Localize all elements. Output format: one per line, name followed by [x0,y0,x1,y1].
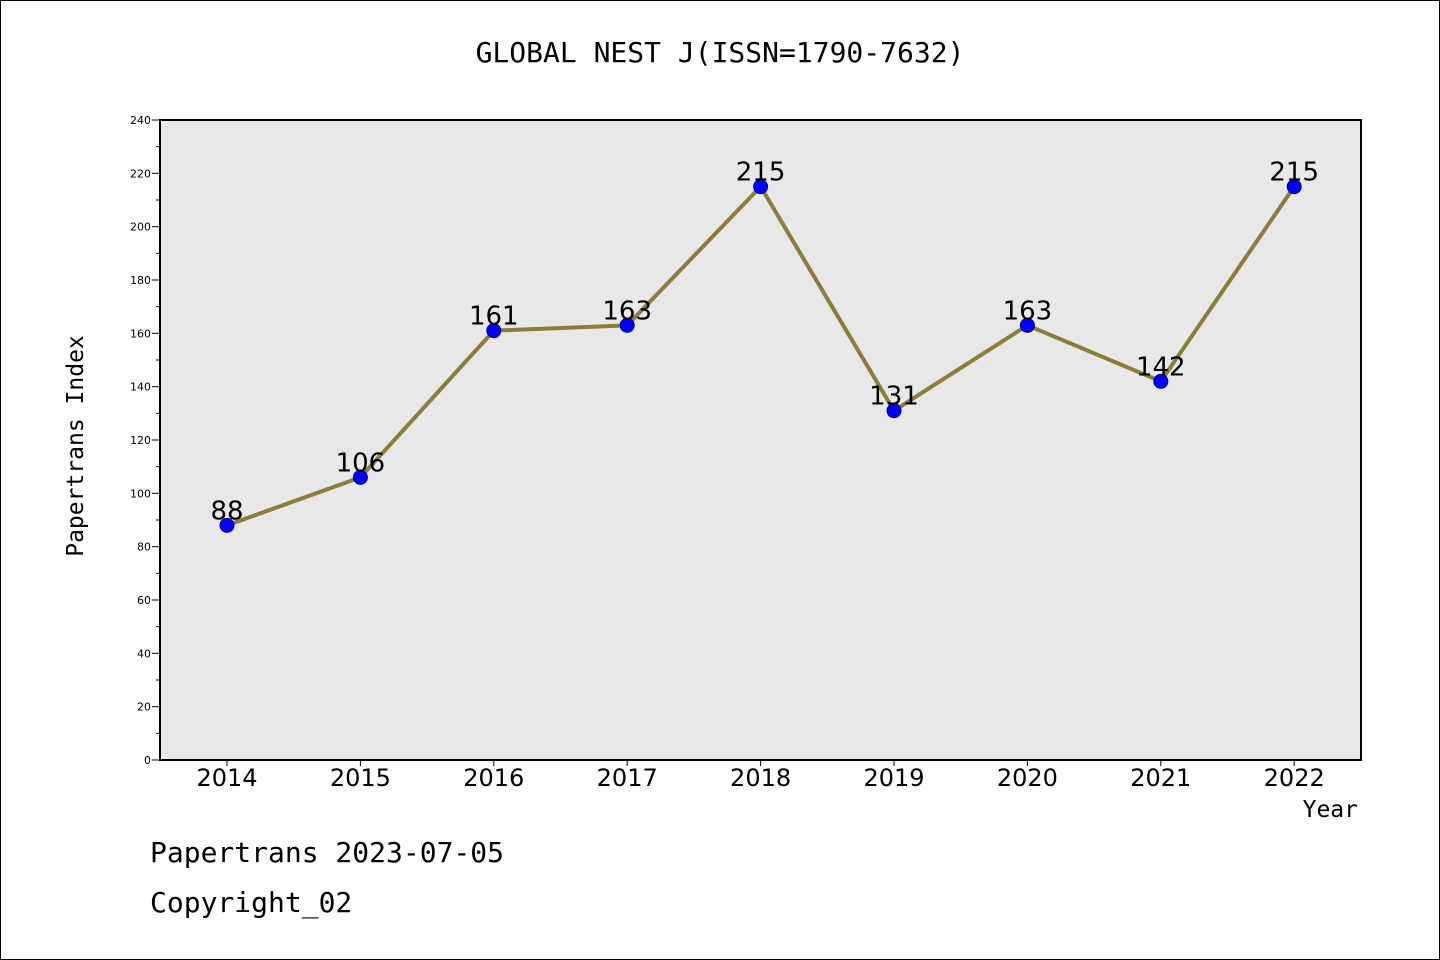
data-label: 142 [1136,352,1186,382]
y-tick-label: 140 [130,381,151,394]
y-tick-label: 20 [137,701,151,714]
data-label: 106 [336,448,386,478]
y-tick-label: 60 [137,594,151,607]
x-tick-label: 2020 [997,764,1058,792]
data-label: 215 [1269,158,1319,188]
y-tick-label: 80 [137,541,151,554]
plot-area [160,120,1361,760]
data-point [1153,373,1169,389]
x-tick-label: 2019 [863,764,924,792]
x-tick-label: 2017 [597,764,658,792]
y-tick-label: 200 [130,221,151,234]
data-point [1286,179,1302,195]
chart-title: GLOBAL NEST J(ISSN=1790-7632) [475,36,965,69]
x-axis-label: Year [1302,797,1358,823]
y-tick-label: 220 [130,167,151,180]
x-tick-label: 2014 [196,764,257,792]
y-tick-label: 100 [130,487,151,500]
y-tick-label: 40 [137,647,151,660]
x-tick-label: 2021 [1130,764,1191,792]
data-label: 161 [469,302,519,332]
y-tick-label: 160 [130,327,151,340]
footer-copyright: Copyright_02 [150,886,353,919]
y-tick-label: 120 [130,434,151,447]
footer-date: Papertrans 2023-07-05 [150,836,505,869]
plot-border [159,119,1362,761]
data-label: 131 [869,382,919,412]
data-point [219,517,235,533]
x-tick-label: 2022 [1264,764,1325,792]
x-tick-label: 2018 [730,764,791,792]
data-point [1019,317,1035,333]
data-point [352,469,368,485]
y-tick-label: 180 [130,274,151,287]
data-point [886,403,902,419]
x-tick-label: 2016 [463,764,524,792]
data-point [619,317,635,333]
x-tick-label: 2015 [330,764,391,792]
data-label: 215 [736,158,786,188]
y-tick-label: 0 [144,754,151,767]
y-tick-label: 240 [130,114,151,127]
data-label: 163 [602,296,652,326]
data-point [486,323,502,339]
data-label: 163 [1003,296,1053,326]
data-point [753,179,769,195]
data-label: 88 [210,496,243,526]
